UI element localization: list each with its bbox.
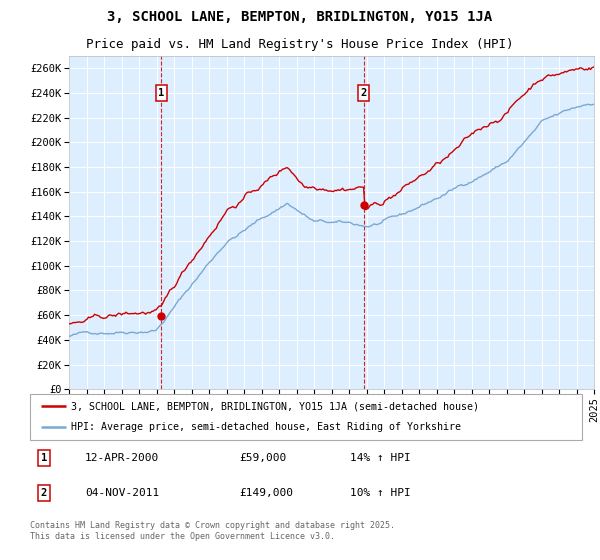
Text: Price paid vs. HM Land Registry's House Price Index (HPI): Price paid vs. HM Land Registry's House …: [86, 38, 514, 50]
Text: HPI: Average price, semi-detached house, East Riding of Yorkshire: HPI: Average price, semi-detached house,…: [71, 422, 461, 432]
Text: 12-APR-2000: 12-APR-2000: [85, 453, 160, 463]
Text: £59,000: £59,000: [240, 453, 287, 463]
Text: £149,000: £149,000: [240, 488, 294, 498]
FancyBboxPatch shape: [30, 394, 582, 440]
Text: 2: 2: [41, 488, 47, 498]
Text: 1: 1: [158, 88, 164, 98]
Text: 04-NOV-2011: 04-NOV-2011: [85, 488, 160, 498]
Text: 1: 1: [41, 453, 47, 463]
Text: 10% ↑ HPI: 10% ↑ HPI: [350, 488, 411, 498]
Text: 2: 2: [361, 88, 367, 98]
Text: Contains HM Land Registry data © Crown copyright and database right 2025.
This d: Contains HM Land Registry data © Crown c…: [30, 521, 395, 541]
Text: 3, SCHOOL LANE, BEMPTON, BRIDLINGTON, YO15 1JA (semi-detached house): 3, SCHOOL LANE, BEMPTON, BRIDLINGTON, YO…: [71, 401, 479, 411]
Text: 3, SCHOOL LANE, BEMPTON, BRIDLINGTON, YO15 1JA: 3, SCHOOL LANE, BEMPTON, BRIDLINGTON, YO…: [107, 10, 493, 24]
Text: 14% ↑ HPI: 14% ↑ HPI: [350, 453, 411, 463]
